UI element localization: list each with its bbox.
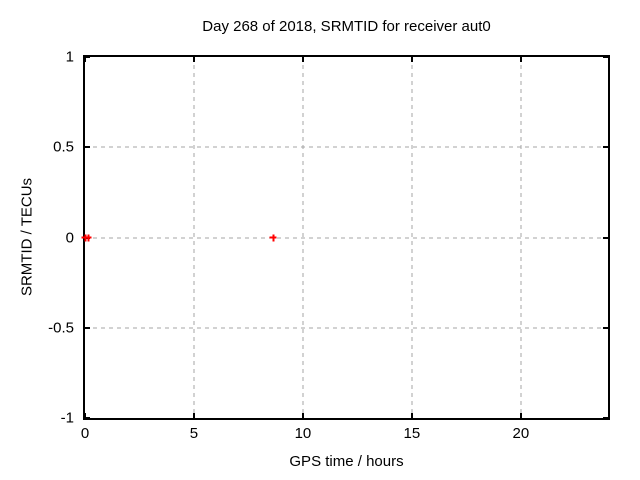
y-tick-mark-right (603, 56, 608, 58)
y-tick-label: 0 (65, 229, 74, 246)
h-gridline (85, 237, 608, 238)
x-tick-mark-bottom (301, 413, 304, 418)
y-tick-mark-right (603, 326, 608, 329)
x-tick-label: 20 (512, 425, 530, 442)
x-tick-mark-bottom (84, 413, 86, 418)
x-tick-label: 5 (189, 425, 199, 442)
x-tick-mark-top (301, 57, 304, 62)
x-tick-mark-top (519, 57, 522, 62)
x-tick-mark-bottom (519, 413, 522, 418)
y-axis-label: SRMTID / TECUs (18, 177, 36, 297)
x-tick-mark-top (84, 57, 86, 62)
chart-title: Day 268 of 2018, SRMTID for receiver aut… (202, 18, 491, 35)
y-tick-label: -0.5 (48, 319, 74, 337)
x-tick-mark-top (410, 57, 413, 62)
y-tick-mark-right (603, 417, 608, 419)
h-gridline (85, 146, 608, 148)
h-gridline (85, 327, 608, 329)
y-tick-mark-left (85, 326, 90, 329)
y-tick-label: 0.5 (53, 138, 74, 156)
plot-area: 0 5 10 15 20 1 0.5 0 -0.5 -1 (48, 50, 610, 441)
y-tick-mark-right (603, 236, 608, 239)
y-tick-mark-left (85, 417, 90, 419)
data-point-marker (84, 234, 92, 241)
y-tick-mark-right (603, 146, 608, 149)
y-tick-mark-left (85, 146, 90, 149)
y-tick-mark-left (85, 56, 90, 58)
y-tick-label: -1 (60, 409, 74, 427)
x-tick-label: 0 (80, 425, 90, 442)
x-tick-mark-bottom (410, 413, 413, 418)
x-tick-label: 15 (403, 425, 421, 442)
x-tick-label: 10 (294, 425, 312, 442)
x-tick-mark-bottom (192, 413, 195, 418)
data-point-marker (269, 234, 277, 241)
x-axis-label: GPS time / hours (289, 453, 404, 470)
x-tick-mark-top (192, 57, 195, 62)
y-tick-label: 1 (65, 48, 74, 66)
